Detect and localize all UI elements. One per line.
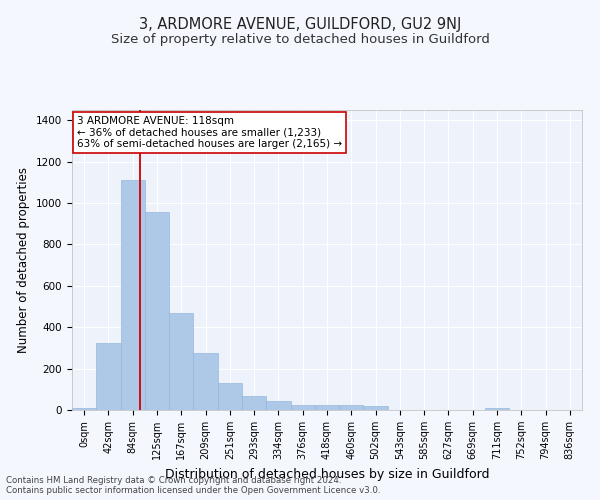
- Bar: [364, 406, 388, 410]
- Bar: [485, 408, 509, 410]
- Bar: [169, 313, 193, 410]
- Bar: [266, 402, 290, 410]
- Text: 3, ARDMORE AVENUE, GUILDFORD, GU2 9NJ: 3, ARDMORE AVENUE, GUILDFORD, GU2 9NJ: [139, 18, 461, 32]
- Bar: [145, 212, 169, 410]
- Text: 3 ARDMORE AVENUE: 118sqm
← 36% of detached houses are smaller (1,233)
63% of sem: 3 ARDMORE AVENUE: 118sqm ← 36% of detach…: [77, 116, 342, 149]
- X-axis label: Distribution of detached houses by size in Guildford: Distribution of detached houses by size …: [165, 468, 489, 480]
- Bar: [218, 383, 242, 410]
- Bar: [315, 405, 339, 410]
- Bar: [290, 406, 315, 410]
- Bar: [96, 343, 121, 410]
- Text: Contains public sector information licensed under the Open Government Licence v3: Contains public sector information licen…: [6, 486, 380, 495]
- Bar: [193, 353, 218, 410]
- Y-axis label: Number of detached properties: Number of detached properties: [17, 167, 31, 353]
- Bar: [121, 180, 145, 410]
- Bar: [339, 405, 364, 410]
- Bar: [242, 396, 266, 410]
- Bar: [72, 408, 96, 410]
- Text: Contains HM Land Registry data © Crown copyright and database right 2024.: Contains HM Land Registry data © Crown c…: [6, 476, 341, 485]
- Text: Size of property relative to detached houses in Guildford: Size of property relative to detached ho…: [110, 32, 490, 46]
